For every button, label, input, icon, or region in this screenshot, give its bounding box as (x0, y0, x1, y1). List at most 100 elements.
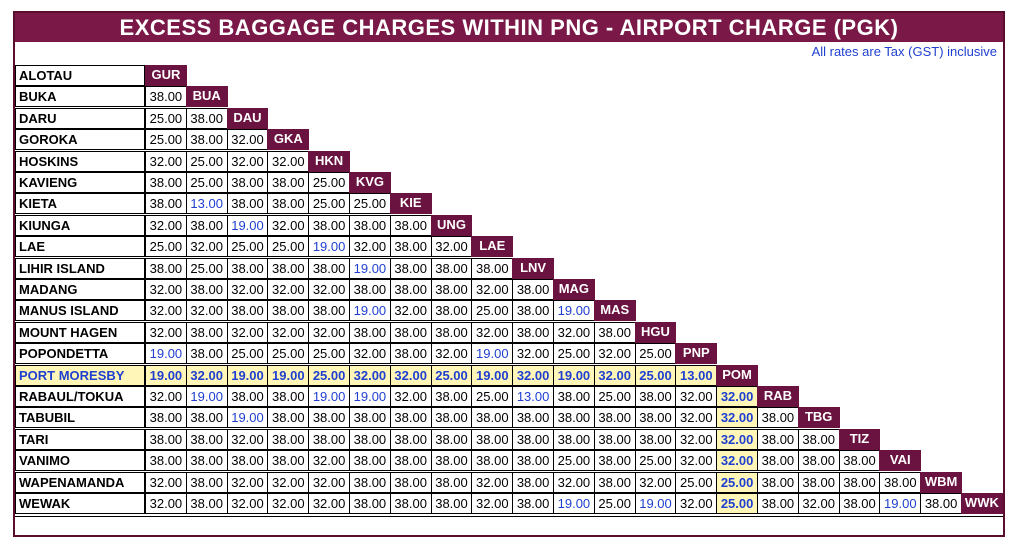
airport-name: MOUNT HAGEN (15, 321, 145, 343)
airport-name: LIHIR ISLAND (15, 257, 145, 279)
airport-code-header: DAU (226, 107, 269, 129)
rate-cell: 38.00 (389, 471, 432, 493)
rate-cell: 32.00 (226, 150, 269, 172)
rate-cell: 38.00 (267, 257, 310, 279)
rate-cell: 32.00 (553, 471, 595, 493)
airport-name: KIETA (15, 193, 145, 215)
rate-cell: 38.00 (512, 300, 554, 322)
rate-cell: 38.00 (145, 450, 187, 472)
rate-cell: 38.00 (430, 493, 473, 514)
airport-name: RABAUL/TOKUA (15, 386, 145, 407)
rate-cell: 32.00 (471, 471, 514, 493)
rate-cell: 38.00 (797, 471, 840, 493)
rate-cell: 38.00 (389, 214, 432, 236)
rate-cell: 19.00 (471, 343, 514, 365)
rate-cell: 32.00 (512, 343, 554, 365)
airport-name: ALOTAU (15, 65, 145, 86)
rate-cell: 32.00 (471, 321, 514, 343)
airport-name: KAVIENG (15, 172, 145, 193)
rate-cell: 19.00 (145, 364, 187, 386)
rate-cell: 32.00 (553, 321, 595, 343)
rate-cell: 38.00 (267, 407, 310, 429)
rate-cell: 19.00 (349, 300, 391, 322)
rate-cell: 32.00 (593, 343, 636, 365)
rate-cell: 38.00 (349, 450, 391, 472)
rate-cell: 25.00 (145, 129, 187, 151)
airport-code-header: KVG (349, 172, 391, 193)
rate-cell: 25.00 (226, 236, 269, 258)
rate-cell: 19.00 (145, 343, 187, 365)
airport-name: GOROKA (15, 129, 145, 151)
rate-cell: 13.00 (185, 193, 228, 215)
airport-code-header: PNP (675, 343, 718, 365)
rate-cell: 32.00 (716, 386, 758, 407)
rate-cell: 32.00 (145, 214, 187, 236)
rate-cell: 32.00 (349, 236, 391, 258)
rate-cell: 38.00 (471, 257, 514, 279)
rate-cell: 32.00 (267, 150, 310, 172)
airport-code-header: KIE (389, 193, 432, 215)
rate-cell: 38.00 (553, 428, 595, 450)
rate-cell: 38.00 (308, 428, 350, 450)
airport-code-header: LAE (471, 236, 514, 258)
rate-cell: 38.00 (430, 300, 473, 322)
rate-cell: 38.00 (430, 428, 473, 450)
rate-cell: 38.00 (471, 428, 514, 450)
rate-cell: 32.00 (593, 364, 636, 386)
rate-cell: 32.00 (308, 493, 350, 514)
airport-name: DARU (15, 107, 145, 129)
airport-code-header: VAI (879, 450, 922, 472)
airport-code-header: RAB (757, 386, 799, 407)
rate-cell: 38.00 (634, 428, 677, 450)
rate-cell: 25.00 (145, 107, 187, 129)
rate-cell: 13.00 (512, 386, 554, 407)
rate-cell: 38.00 (634, 407, 677, 429)
rate-cell: 25.00 (145, 236, 187, 258)
rate-cell: 38.00 (349, 214, 391, 236)
rate-cell: 25.00 (308, 364, 350, 386)
rate-cell: 32.00 (267, 493, 310, 514)
rate-cell: 38.00 (185, 428, 228, 450)
rate-cell: 25.00 (675, 471, 718, 493)
rate-cell: 38.00 (185, 129, 228, 151)
rate-cell: 38.00 (512, 428, 554, 450)
rate-cell: 25.00 (471, 386, 514, 407)
rate-cell: 32.00 (716, 428, 758, 450)
rate-cell: 32.00 (226, 471, 269, 493)
rate-cell: 19.00 (349, 386, 391, 407)
rate-cell: 38.00 (185, 450, 228, 472)
rate-cell: 32.00 (267, 471, 310, 493)
rate-cell: 38.00 (593, 407, 636, 429)
rate-cell: 38.00 (349, 279, 391, 300)
rate-cell: 25.00 (430, 364, 473, 386)
rate-cell: 25.00 (308, 343, 350, 365)
rate-cell: 38.00 (797, 450, 840, 472)
rate-cell: 25.00 (593, 386, 636, 407)
rate-cell: 38.00 (308, 407, 350, 429)
rate-cell: 38.00 (185, 107, 228, 129)
rate-cell: 38.00 (349, 471, 391, 493)
airport-code-header: POM (716, 364, 758, 386)
rate-cell: 38.00 (593, 428, 636, 450)
airport-name: TABUBIL (15, 407, 145, 429)
rate-cell: 38.00 (145, 172, 187, 193)
rate-cell: 38.00 (145, 257, 187, 279)
rate-cell: 32.00 (308, 471, 350, 493)
rate-cell: 25.00 (185, 257, 228, 279)
rate-cell: 32.00 (389, 386, 432, 407)
rate-cell: 32.00 (471, 493, 514, 514)
rate-cell: 19.00 (471, 364, 514, 386)
rate-cell: 38.00 (920, 493, 962, 514)
rate-cell: 38.00 (757, 471, 799, 493)
rate-cell: 38.00 (512, 471, 554, 493)
rate-cell: 38.00 (797, 428, 840, 450)
rate-cell: 38.00 (185, 343, 228, 365)
table-bottom-divider (15, 516, 1003, 517)
rate-cell: 32.00 (267, 214, 310, 236)
rate-cell: 32.00 (675, 493, 718, 514)
rate-cell: 38.00 (389, 236, 432, 258)
rate-cell: 38.00 (226, 257, 269, 279)
rate-cell: 38.00 (226, 193, 269, 215)
rate-cell: 19.00 (553, 493, 595, 514)
rate-cell: 38.00 (389, 428, 432, 450)
